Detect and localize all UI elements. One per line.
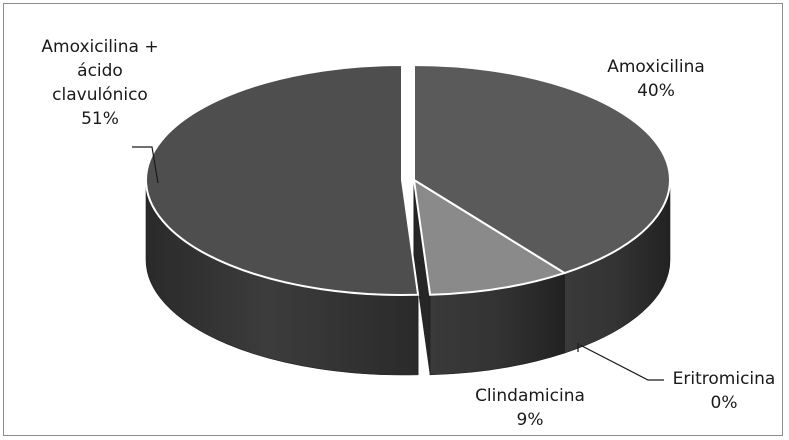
label-amoxicilina-acido-clavulonico: Amoxicilina + ácido clavulónico 51%: [41, 37, 158, 129]
label-clindamicina: Clindamicina 9%: [475, 386, 585, 430]
leader-line: [580, 345, 664, 380]
label-amoxicilina: Amoxicilina 40%: [607, 57, 705, 101]
label-eritromicina: Eritromicina 0%: [673, 369, 776, 413]
pie-tops: [146, 65, 670, 295]
